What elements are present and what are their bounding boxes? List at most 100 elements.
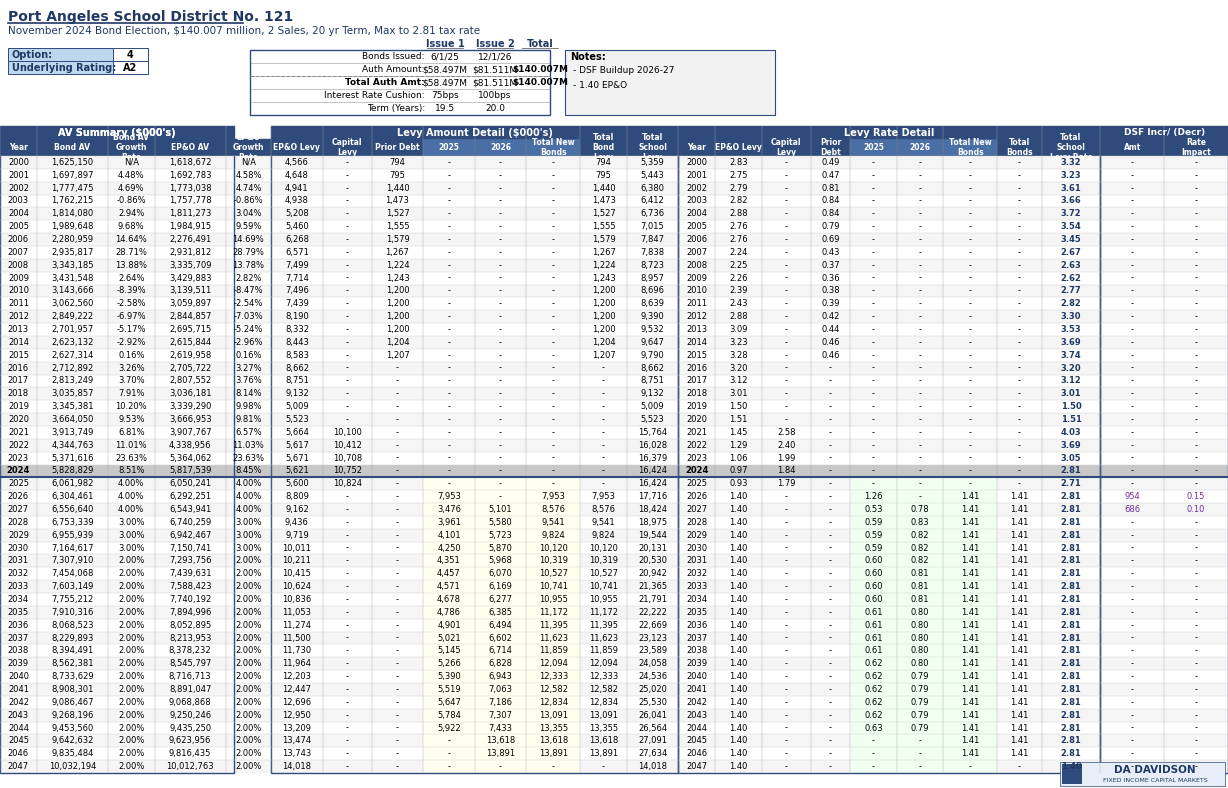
Text: 2008: 2008 <box>7 261 29 269</box>
Text: 1.40: 1.40 <box>729 569 748 578</box>
Bar <box>0 272 1228 284</box>
Text: 2008: 2008 <box>686 261 707 269</box>
Text: -: - <box>345 196 349 206</box>
Text: 1,527: 1,527 <box>592 210 615 218</box>
Text: -: - <box>1195 646 1197 656</box>
Text: 2.00%: 2.00% <box>118 582 145 591</box>
Text: -: - <box>345 621 349 630</box>
Text: 7,015: 7,015 <box>641 222 664 231</box>
Text: 2.00%: 2.00% <box>236 608 262 617</box>
Text: -: - <box>1018 196 1020 206</box>
Text: 2046: 2046 <box>7 749 29 758</box>
Text: -: - <box>395 428 399 437</box>
Text: -: - <box>1131 184 1133 192</box>
Text: 14,018: 14,018 <box>282 762 312 771</box>
Text: 25,020: 25,020 <box>639 685 667 694</box>
Text: 7,433: 7,433 <box>489 723 512 733</box>
Text: AV Summary ($000's): AV Summary ($000's) <box>59 128 176 137</box>
Text: 9.59%: 9.59% <box>236 222 262 231</box>
Bar <box>527 555 581 567</box>
Text: 2019: 2019 <box>7 402 29 411</box>
Text: 5,021: 5,021 <box>437 634 460 642</box>
Text: -: - <box>345 556 349 566</box>
Text: -: - <box>1195 454 1197 463</box>
Text: -: - <box>1131 698 1133 707</box>
Text: 2040: 2040 <box>7 672 29 681</box>
Text: -: - <box>499 222 502 231</box>
Bar <box>0 156 1228 169</box>
Text: -: - <box>447 210 451 218</box>
Text: 1,200: 1,200 <box>386 299 409 308</box>
Text: -: - <box>602 466 605 475</box>
Text: -: - <box>1131 440 1133 450</box>
Text: -: - <box>785 762 788 771</box>
Text: 1.41: 1.41 <box>962 711 980 719</box>
Text: 22,669: 22,669 <box>639 621 667 630</box>
Text: -: - <box>395 454 399 463</box>
Text: 8,562,381: 8,562,381 <box>52 660 93 668</box>
Text: 2000: 2000 <box>7 158 29 167</box>
Text: 2040: 2040 <box>686 672 707 681</box>
Text: -: - <box>829 595 833 604</box>
Text: 1.79: 1.79 <box>777 479 796 489</box>
Text: 8,716,713: 8,716,713 <box>168 672 211 681</box>
Text: -: - <box>1018 479 1020 489</box>
Text: AV Summary ($000's): AV Summary ($000's) <box>59 128 176 137</box>
Text: 12,094: 12,094 <box>539 660 567 668</box>
Text: -: - <box>1195 222 1197 231</box>
Text: 12,333: 12,333 <box>539 672 567 681</box>
Text: -: - <box>395 711 399 719</box>
Text: 2036: 2036 <box>7 621 29 630</box>
Text: 1.41: 1.41 <box>962 634 980 642</box>
Bar <box>475 645 527 657</box>
Bar <box>424 606 475 619</box>
Text: 2.43: 2.43 <box>729 299 748 308</box>
Bar <box>943 555 997 567</box>
Text: -: - <box>1131 377 1133 385</box>
Text: -: - <box>785 196 788 206</box>
Text: 3.00%: 3.00% <box>236 518 262 527</box>
Text: 0.79: 0.79 <box>911 685 930 694</box>
Text: -: - <box>872 261 876 269</box>
Text: -: - <box>1131 415 1133 424</box>
Text: 1,984,915: 1,984,915 <box>169 222 211 231</box>
Text: -: - <box>785 222 788 231</box>
Text: 2017: 2017 <box>686 377 707 385</box>
Text: 8,576: 8,576 <box>542 505 565 514</box>
Text: 2.81: 2.81 <box>1061 492 1082 501</box>
Text: 4,938: 4,938 <box>285 196 308 206</box>
Bar <box>475 619 527 632</box>
Bar <box>850 593 896 606</box>
Text: 0.61: 0.61 <box>865 634 883 642</box>
Text: 2.81: 2.81 <box>1061 685 1082 694</box>
Text: 0.81: 0.81 <box>911 595 930 604</box>
Text: 13,618: 13,618 <box>486 736 516 745</box>
Bar <box>475 580 527 593</box>
Text: 1,200: 1,200 <box>592 299 615 308</box>
Text: -: - <box>447 428 451 437</box>
Text: 0.84: 0.84 <box>822 210 840 218</box>
Text: 4,901: 4,901 <box>437 621 460 630</box>
Bar <box>0 362 1228 374</box>
Text: 2031: 2031 <box>7 556 29 566</box>
Bar <box>896 722 943 734</box>
Text: -: - <box>345 325 349 334</box>
Bar <box>1062 764 1082 784</box>
Text: 2003: 2003 <box>686 196 707 206</box>
Text: 2.81: 2.81 <box>1061 723 1082 733</box>
Text: 7,150,741: 7,150,741 <box>169 544 211 552</box>
Text: 1.41: 1.41 <box>962 723 980 733</box>
Text: 0.80: 0.80 <box>911 621 930 630</box>
Text: -: - <box>1131 608 1133 617</box>
Bar <box>0 696 1228 708</box>
Text: -: - <box>1131 287 1133 296</box>
Bar <box>424 503 475 516</box>
Text: Bonds Issued:: Bonds Issued: <box>362 52 425 61</box>
Bar <box>850 645 896 657</box>
Text: 2025: 2025 <box>7 479 29 489</box>
Text: 7,439,631: 7,439,631 <box>169 569 211 578</box>
Bar <box>0 760 1228 773</box>
Text: -: - <box>1131 273 1133 283</box>
Text: -: - <box>919 222 921 231</box>
Bar <box>0 246 1228 258</box>
